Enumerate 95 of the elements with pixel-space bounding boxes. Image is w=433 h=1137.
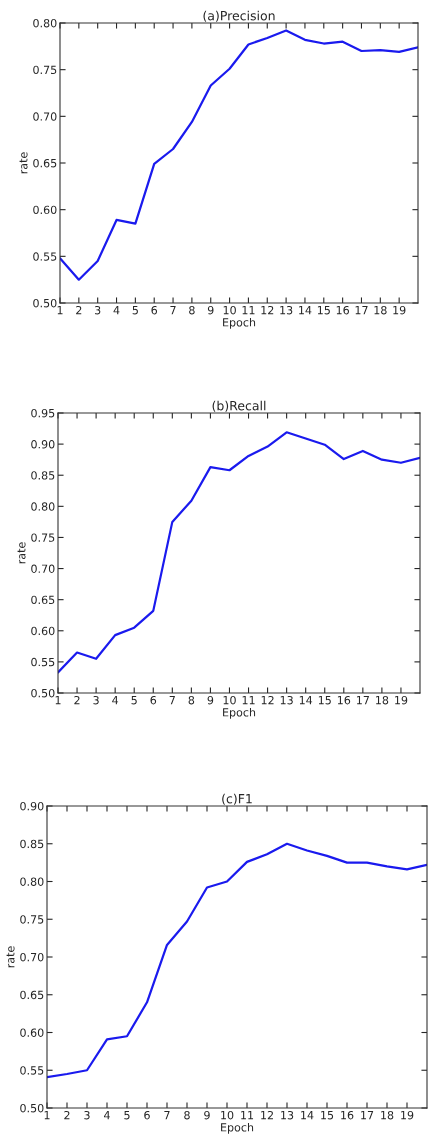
x-tick-label: 19 [393,305,406,315]
x-tick-label: 4 [112,696,119,705]
y-tick-label: 0.50 [20,1103,44,1113]
y-tick-label: 0.70 [33,112,57,121]
x-tick-label: 2 [74,695,80,705]
x-tick-label: 14 [301,1111,314,1120]
y-tick-label: 0.80 [33,18,57,28]
x-axis-title: Epoch [221,1122,254,1134]
x-tick-label: 19 [395,695,408,705]
y-tick-label: 0.75 [33,65,57,75]
x-tick-label: 13 [281,1110,294,1120]
x-tick-label: 12 [261,305,274,315]
x-tick-label: 18 [376,695,389,705]
x-tick-label: 17 [356,696,369,705]
y-tick-label: 0.80 [20,877,44,886]
x-tick-label: 5 [132,306,138,315]
x-tick-label: 12 [261,695,274,705]
x-tick-label: 10 [221,1110,234,1120]
y-tick-label: 0.65 [31,595,55,605]
x-tick-label: 1 [44,1111,50,1120]
y-tick-label: 0.55 [20,1066,44,1075]
y-tick-label: 0.50 [33,298,57,308]
y-tick-label: 0.95 [31,408,55,418]
x-tick-label: 10 [223,305,236,315]
x-tick-label: 7 [170,306,176,315]
y-tick-label: 0.60 [20,1028,44,1037]
y-tick-label: 0.90 [31,440,55,449]
x-tick-label: 15 [321,1111,334,1120]
x-tick-label: 8 [189,305,195,315]
x-tick-label: 3 [93,695,99,705]
x-tick-label: 15 [317,306,330,315]
x-tick-label: 1 [57,306,63,315]
y-tick-label: 0.90 [20,801,44,811]
x-tick-label: 17 [355,306,368,315]
y-axis-title: rate [17,542,26,564]
x-axis-title: Epoch [223,707,256,719]
y-tick-label: 0.85 [31,471,55,480]
x-tick-label: 13 [280,305,293,315]
x-tick-label: 11 [241,1111,254,1120]
y-tick-label: 0.55 [31,657,55,667]
x-tick-label: 3 [95,305,101,315]
x-tick-label: 10 [223,695,236,705]
y-tick-label: 0.70 [31,564,55,573]
chart-title: (c)F1 [222,793,252,805]
x-tick-label: 14 [299,306,312,315]
x-tick-label: 11 [242,306,255,315]
y-tick-label: 0.60 [31,626,55,636]
x-tick-label: 6 [144,1110,150,1120]
x-tick-label: 17 [361,1111,374,1120]
y-axis-title: rate [6,946,15,968]
y-tick-label: 0.70 [20,952,44,962]
x-tick-label: 6 [150,695,157,705]
x-tick-label: 5 [131,696,137,705]
x-tick-label: 12 [261,1110,273,1120]
line-series [47,842,427,1079]
y-tick-label: 0.75 [20,915,44,924]
y-tick-label: 0.60 [33,205,57,215]
y-tick-label: 0.80 [31,502,55,511]
x-tick-label: 7 [169,696,175,705]
x-axis-title: Epoch [223,317,256,329]
x-tick-label: 7 [164,1111,170,1120]
x-tick-label: 19 [401,1110,414,1120]
x-tick-label: 1 [55,696,61,705]
y-tick-label: 0.85 [20,839,44,849]
x-tick-label: 9 [204,1110,210,1120]
x-tick-label: 16 [337,695,351,705]
x-tick-label: 16 [336,305,349,315]
x-tick-label: 3 [84,1110,90,1120]
x-tick-label: 2 [76,305,82,315]
x-tick-label: 18 [381,1110,394,1120]
x-tick-label: 5 [124,1111,130,1120]
x-tick-label: 16 [341,1110,354,1120]
x-tick-label: 9 [207,305,214,315]
x-tick-label: 2 [64,1110,70,1120]
x-tick-label: 4 [104,1111,110,1120]
x-tick-label: 6 [151,305,158,315]
x-tick-label: 9 [207,695,214,705]
x-tick-label: 18 [374,305,387,315]
line-series [60,29,418,281]
line-series [58,431,420,674]
chart-title: (b)Recall [212,400,266,412]
x-tick-label: 14 [299,696,313,705]
y-tick-label: 0.75 [31,533,55,542]
x-tick-label: 8 [184,1110,190,1120]
x-tick-label: 4 [113,306,120,315]
y-tick-label: 0.50 [31,688,55,698]
y-tick-label: 0.65 [33,158,57,168]
y-axis-title: rate [19,152,28,174]
x-tick-label: 11 [242,696,255,705]
x-tick-label: 8 [188,695,195,705]
chart-title: (a)Precision [203,10,275,22]
y-tick-label: 0.55 [33,252,57,261]
x-tick-label: 13 [280,695,293,705]
x-tick-label: 15 [318,696,331,705]
y-tick-label: 0.65 [20,990,44,1000]
